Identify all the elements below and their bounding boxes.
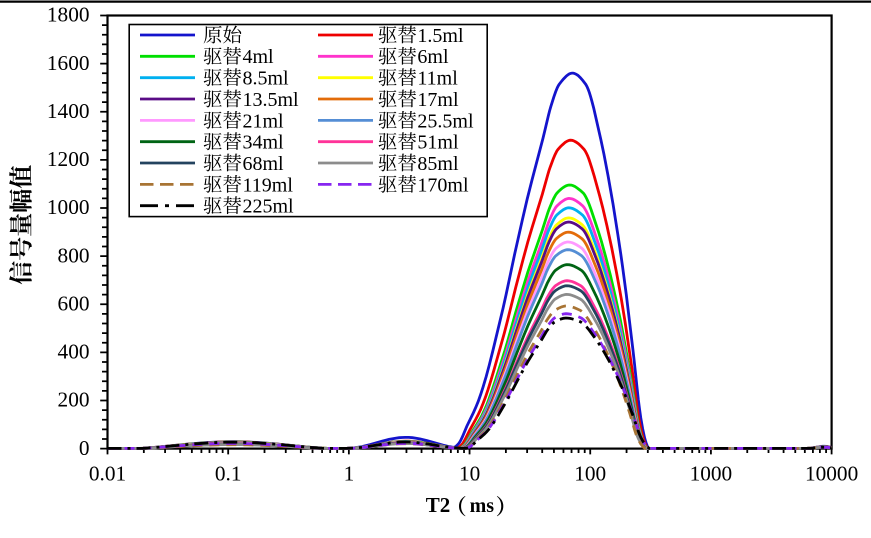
svg-text:6ml: 6ml	[417, 46, 449, 68]
svg-text:85ml: 85ml	[417, 153, 459, 175]
svg-text:170ml: 170ml	[417, 174, 469, 196]
svg-text:T2: T2	[426, 493, 451, 517]
svg-text:0.01: 0.01	[89, 462, 126, 486]
svg-text:1000: 1000	[47, 195, 90, 219]
svg-text:13.5ml: 13.5ml	[243, 89, 300, 111]
svg-text:25.5ml: 25.5ml	[417, 110, 474, 132]
svg-text:0: 0	[79, 436, 90, 460]
svg-text:1.5ml: 1.5ml	[417, 25, 464, 47]
svg-text:800: 800	[58, 243, 90, 267]
svg-text:34ml: 34ml	[243, 132, 285, 154]
svg-text:1000: 1000	[690, 462, 733, 486]
svg-text:11ml: 11ml	[417, 68, 458, 90]
svg-text:8.5ml: 8.5ml	[243, 68, 290, 90]
svg-text:17ml: 17ml	[417, 89, 459, 111]
svg-text:10: 10	[459, 462, 480, 486]
svg-text:100: 100	[574, 462, 606, 486]
svg-text:51ml: 51ml	[417, 132, 459, 154]
svg-text:600: 600	[58, 291, 90, 315]
svg-text:1200: 1200	[47, 147, 90, 171]
svg-text:400: 400	[58, 340, 90, 364]
svg-text:10000: 10000	[805, 462, 858, 486]
svg-text:0.1: 0.1	[215, 462, 242, 486]
svg-text:ms: ms	[470, 495, 495, 517]
svg-text:119ml: 119ml	[243, 174, 294, 196]
svg-text:1: 1	[344, 462, 355, 486]
svg-text:1400: 1400	[47, 99, 90, 123]
svg-text:225ml: 225ml	[243, 196, 295, 218]
svg-text:21ml: 21ml	[243, 110, 285, 132]
svg-text:200: 200	[58, 388, 90, 412]
svg-text:1800: 1800	[47, 3, 90, 27]
svg-text:1600: 1600	[47, 51, 90, 75]
svg-text:68ml: 68ml	[243, 153, 285, 175]
svg-text:4ml: 4ml	[243, 46, 275, 68]
